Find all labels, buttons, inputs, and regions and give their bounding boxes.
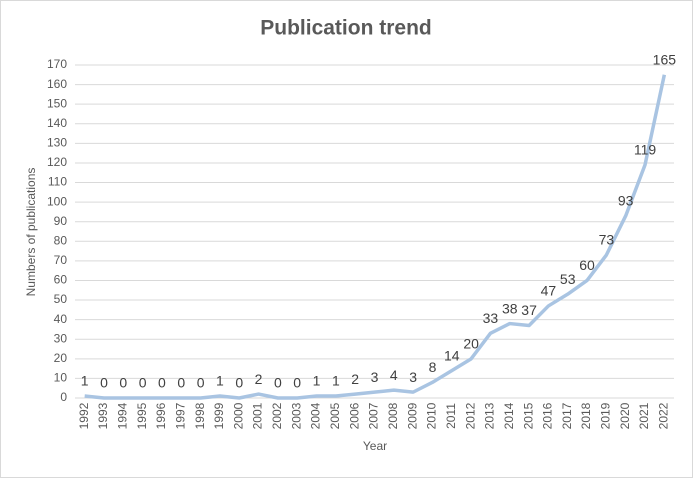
data-label: 93 bbox=[618, 193, 634, 209]
x-tick-label: 2006 bbox=[347, 402, 361, 429]
data-label: 0 bbox=[235, 375, 243, 391]
y-tick-label: 130 bbox=[47, 136, 67, 150]
x-tick-label: 1999 bbox=[212, 402, 226, 429]
y-tick-label: 140 bbox=[47, 116, 67, 130]
data-label: 0 bbox=[177, 375, 185, 391]
y-tick-label: 20 bbox=[54, 351, 68, 365]
data-label: 73 bbox=[599, 232, 615, 248]
data-label: 1 bbox=[313, 373, 321, 389]
x-tick-label: 2011 bbox=[444, 403, 458, 429]
y-tick-label: 120 bbox=[47, 155, 67, 169]
y-tick-label: 170 bbox=[47, 57, 67, 71]
data-label: 0 bbox=[139, 375, 147, 391]
x-tick-label: 2004 bbox=[309, 402, 323, 429]
x-tick-label: 1994 bbox=[115, 402, 129, 429]
x-tick-label: 2019 bbox=[599, 402, 613, 429]
x-tick-label: 1993 bbox=[96, 402, 110, 429]
data-label: 1 bbox=[216, 373, 224, 389]
data-label: 8 bbox=[429, 359, 437, 375]
y-tick-label: 0 bbox=[60, 390, 67, 404]
data-label: 2 bbox=[255, 371, 263, 387]
x-tick-label: 2021 bbox=[637, 402, 651, 429]
y-tick-label: 10 bbox=[54, 371, 68, 385]
y-tick-label: 90 bbox=[54, 214, 68, 228]
y-tick-label: 60 bbox=[54, 273, 68, 287]
x-axis-title: Year bbox=[363, 439, 387, 453]
data-label: 119 bbox=[634, 142, 657, 158]
x-tick-label: 2013 bbox=[483, 402, 497, 429]
data-label: 0 bbox=[158, 375, 166, 391]
data-label: 47 bbox=[541, 283, 557, 299]
data-label: 0 bbox=[293, 375, 301, 391]
x-tick-label: 1995 bbox=[135, 402, 149, 429]
data-label: 4 bbox=[390, 367, 398, 383]
data-label: 2 bbox=[351, 371, 359, 387]
data-label: 0 bbox=[274, 375, 282, 391]
x-tick-label: 2016 bbox=[541, 402, 555, 429]
data-label: 3 bbox=[409, 369, 417, 385]
data-label: 1 bbox=[332, 373, 340, 389]
x-tick-label: 2014 bbox=[502, 402, 516, 429]
data-label: 33 bbox=[483, 310, 499, 326]
y-axis-title: Numbers of publications bbox=[24, 168, 38, 297]
data-label: 1 bbox=[81, 373, 89, 389]
x-tick-label: 2018 bbox=[579, 402, 593, 429]
data-label: 20 bbox=[463, 336, 479, 352]
y-tick-label: 70 bbox=[54, 253, 68, 267]
data-label: 0 bbox=[197, 375, 205, 391]
data-label: 0 bbox=[100, 375, 108, 391]
x-tick-label: 2008 bbox=[386, 402, 400, 429]
data-label: 3 bbox=[371, 369, 379, 385]
x-tick-label: 2009 bbox=[405, 402, 419, 429]
y-tick-label: 100 bbox=[47, 194, 67, 208]
data-line bbox=[84, 74, 667, 400]
x-tick-label: 2012 bbox=[463, 402, 477, 429]
data-label: 0 bbox=[119, 375, 127, 391]
x-tick-label: 2015 bbox=[521, 402, 535, 429]
y-tick-label: 80 bbox=[54, 233, 68, 247]
x-tick-label: 2005 bbox=[328, 402, 342, 429]
y-tick-label: 30 bbox=[54, 331, 68, 345]
x-tick-label: 1997 bbox=[173, 402, 187, 429]
chart-title: Publication trend bbox=[260, 17, 432, 40]
x-tick-label: 2020 bbox=[618, 402, 632, 429]
x-tick-label: 2017 bbox=[560, 402, 574, 429]
x-tick-label: 1992 bbox=[77, 402, 91, 429]
x-tick-label: 2002 bbox=[270, 402, 284, 429]
data-label: 38 bbox=[502, 300, 518, 316]
x-tick-label: 1998 bbox=[193, 402, 207, 429]
x-tick-label: 2003 bbox=[289, 402, 303, 429]
data-label: 165 bbox=[653, 51, 677, 67]
data-label: 14 bbox=[444, 347, 460, 363]
x-tick-label: 2001 bbox=[251, 402, 265, 429]
x-tick-label: 2000 bbox=[231, 402, 245, 429]
y-tick-label: 150 bbox=[47, 96, 67, 110]
y-tick-label: 50 bbox=[54, 292, 68, 306]
y-tick-label: 110 bbox=[48, 175, 67, 189]
y-tick-label: 40 bbox=[54, 312, 68, 326]
data-label: 53 bbox=[560, 271, 576, 287]
y-tick-label: 160 bbox=[47, 77, 67, 91]
x-tick-label: 1996 bbox=[154, 402, 168, 429]
data-label: 37 bbox=[521, 302, 537, 318]
x-tick-label: 2010 bbox=[425, 402, 439, 429]
data-label: 60 bbox=[579, 257, 595, 273]
x-tick-label: 2022 bbox=[657, 402, 671, 429]
x-tick-label: 2007 bbox=[367, 402, 381, 429]
